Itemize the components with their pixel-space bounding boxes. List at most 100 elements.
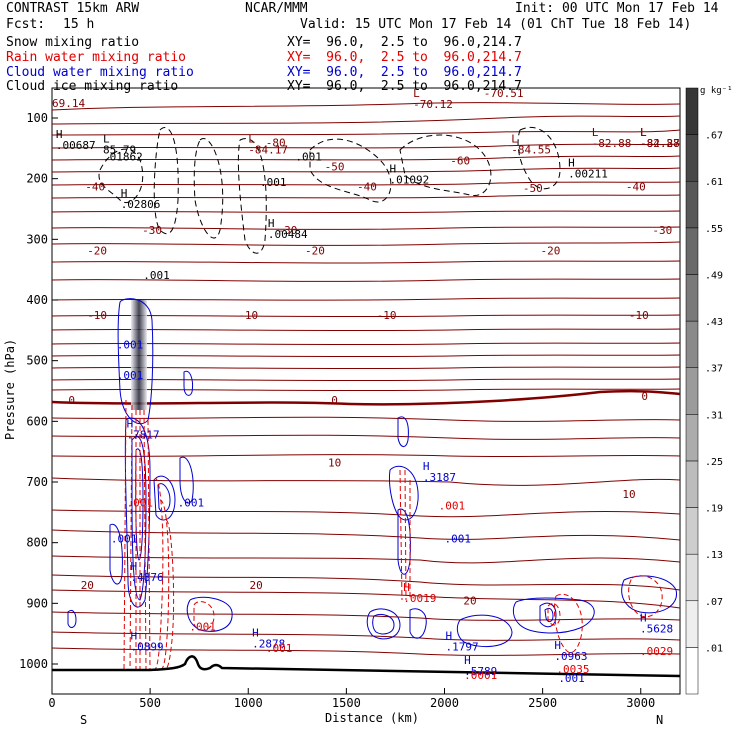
x-axis-title: Distance (km) bbox=[325, 711, 419, 725]
isotherm-label: 20 bbox=[463, 594, 476, 607]
colorbar-level-label: .13 bbox=[705, 550, 723, 561]
extremum-label: .001 bbox=[178, 496, 205, 509]
colorbar-level-label: .67 bbox=[705, 131, 723, 142]
colorbar-unit: g kg⁻¹ bbox=[700, 86, 733, 96]
extremum-label: H .5789 bbox=[464, 654, 497, 678]
colorbar-level-label: .49 bbox=[705, 270, 723, 281]
colorbar-swatch bbox=[685, 274, 699, 322]
isotherm-label: -20 bbox=[541, 244, 561, 257]
isotherm-label: -10 bbox=[629, 309, 649, 322]
colorbar-level-label: .25 bbox=[705, 457, 723, 468]
colorbar-swatch bbox=[685, 507, 699, 555]
colorbar-swatch bbox=[685, 227, 699, 275]
y-tick-label: 700 bbox=[26, 475, 48, 489]
extremum-label: H .2878 bbox=[252, 627, 285, 651]
extremum-label: H .3187 bbox=[423, 460, 456, 484]
colorbar-level-label: .37 bbox=[705, 364, 723, 375]
extremum-label: L -84.55 bbox=[511, 132, 551, 156]
colorbar-swatch bbox=[685, 367, 699, 415]
extremum-label: L -84.27 bbox=[640, 126, 680, 150]
y-tick-label: 100 bbox=[26, 111, 48, 125]
isotherm-label: -60 bbox=[450, 154, 470, 167]
extremum-label: .001 bbox=[558, 672, 585, 685]
y-tick-label: 200 bbox=[26, 172, 48, 186]
isotherm-label: -30 bbox=[142, 224, 162, 237]
y-tick-label: 600 bbox=[26, 414, 48, 428]
colorbar-level-label: .07 bbox=[705, 597, 723, 608]
colorbar-swatch bbox=[685, 180, 699, 229]
field-name-snow: Snow mixing ratio bbox=[6, 35, 140, 50]
colorbar-swatch bbox=[685, 553, 699, 602]
extremum-label: H .0019 bbox=[403, 581, 436, 605]
colorbar-level-label: .01 bbox=[705, 643, 723, 654]
extremum-label: H .02806 bbox=[121, 187, 161, 211]
x-tick-label: 1000 bbox=[234, 696, 263, 710]
plot-frame bbox=[51, 87, 681, 695]
extremum-label: H .00687 bbox=[56, 128, 96, 152]
colorbar-swatch bbox=[685, 414, 699, 462]
isotherm-label: -10 bbox=[377, 309, 397, 322]
x-tick-label: 500 bbox=[139, 696, 161, 710]
y-tick-label: 400 bbox=[26, 293, 48, 307]
extremum-label: .001 bbox=[295, 150, 322, 163]
extremum-label: .001 bbox=[189, 621, 216, 634]
y-tick-label: 1000 bbox=[19, 657, 48, 671]
cloud-water-contours bbox=[67, 298, 677, 648]
isotherm-label: 0 bbox=[68, 394, 75, 407]
colorbar-swatch bbox=[685, 134, 699, 182]
extremum-label: H .0963 bbox=[554, 639, 587, 663]
colorbar-swatch bbox=[685, 87, 699, 135]
extrema-labels: H .00687 L 85.79.01862 L -84.17 L -84.55 L -82.88… bbox=[52, 87, 680, 685]
extremum-label: H .5628 bbox=[640, 612, 673, 636]
org-label: NCAR/MMM bbox=[245, 1, 308, 16]
temperature-labels: -40 -40 -40 -30 -30 -30 -20 -20 -20 -10 -10 -10 -10 0… bbox=[68, 136, 672, 607]
extremum-label: .001 bbox=[111, 533, 138, 546]
terrain-line bbox=[52, 655, 681, 678]
isotherm-label: -10 bbox=[238, 309, 258, 322]
extremum-label: -70.51 bbox=[484, 87, 524, 100]
extremum-label: .001 bbox=[143, 269, 170, 282]
isotherm-label: -30 bbox=[278, 224, 298, 237]
x-tick-label: 0 bbox=[48, 696, 55, 710]
extremum-label: .01862 bbox=[103, 150, 143, 163]
freezing-level bbox=[51, 389, 681, 406]
colorbar-swatch bbox=[685, 647, 699, 695]
fcst-label: Fcst: bbox=[6, 17, 46, 32]
y-tick-label: 300 bbox=[26, 232, 48, 246]
isotherm-label: -30 bbox=[652, 224, 672, 237]
isotherm-label: 10 bbox=[328, 457, 341, 470]
extremum-label: .001 bbox=[117, 369, 144, 382]
isotherm-label: 20 bbox=[249, 579, 262, 592]
isotherm-label: -50 bbox=[325, 161, 345, 174]
extremum-label: H .4876 bbox=[131, 560, 164, 584]
colorbar: .01 .07 .13 .19 .25 .31 .37 .43 .49 .55 .61 .67 bbox=[685, 87, 723, 695]
extremum-label: L -70.12 bbox=[413, 87, 453, 111]
fcst-value: 15 h bbox=[63, 17, 95, 32]
isotherm-label: 0 bbox=[331, 394, 338, 407]
isotherm-label: 0 bbox=[641, 390, 648, 403]
x-ticks: 0 500 1000 1500 2000 2500 3000 bbox=[48, 688, 655, 710]
colorbar-level-label: .31 bbox=[705, 410, 723, 421]
x-tick-label: 1500 bbox=[332, 696, 361, 710]
rain-water-contours bbox=[123, 399, 663, 671]
extremum-label: H .00484 bbox=[268, 217, 308, 241]
extremum-label: H .0899 bbox=[131, 630, 164, 654]
x-tick-label: 2000 bbox=[430, 696, 459, 710]
model-title: CONTRAST 15km ARW bbox=[6, 1, 140, 16]
isotherm-label: 10 bbox=[622, 488, 635, 501]
isotherm-label: -80 bbox=[266, 136, 286, 149]
colorbar-level-label: .19 bbox=[705, 504, 723, 515]
extremum-label: .001 bbox=[266, 642, 293, 655]
extremum-label: H .7817 bbox=[127, 417, 160, 441]
x-tick-label: 2500 bbox=[528, 696, 557, 710]
colorbar-swatch bbox=[685, 460, 699, 508]
field-name-cloud-ice: Cloud ice mixing ratio bbox=[6, 79, 179, 94]
extremum-label: L -82.88 bbox=[592, 126, 632, 150]
extremum-label: H .1797 bbox=[445, 630, 478, 654]
isotherm-label: -40 bbox=[85, 181, 105, 194]
x-end-label-left: S bbox=[80, 713, 87, 727]
y-ticks: 100 200 300 400 500 600 700 800 900 1000 bbox=[19, 111, 58, 671]
isotherm-label: -20 bbox=[305, 244, 325, 257]
field-xy-cloud-ice: XY= 96.0, 2.5 to 96.0,214.7 bbox=[287, 79, 522, 94]
extremum-label: .0001 bbox=[464, 669, 497, 682]
